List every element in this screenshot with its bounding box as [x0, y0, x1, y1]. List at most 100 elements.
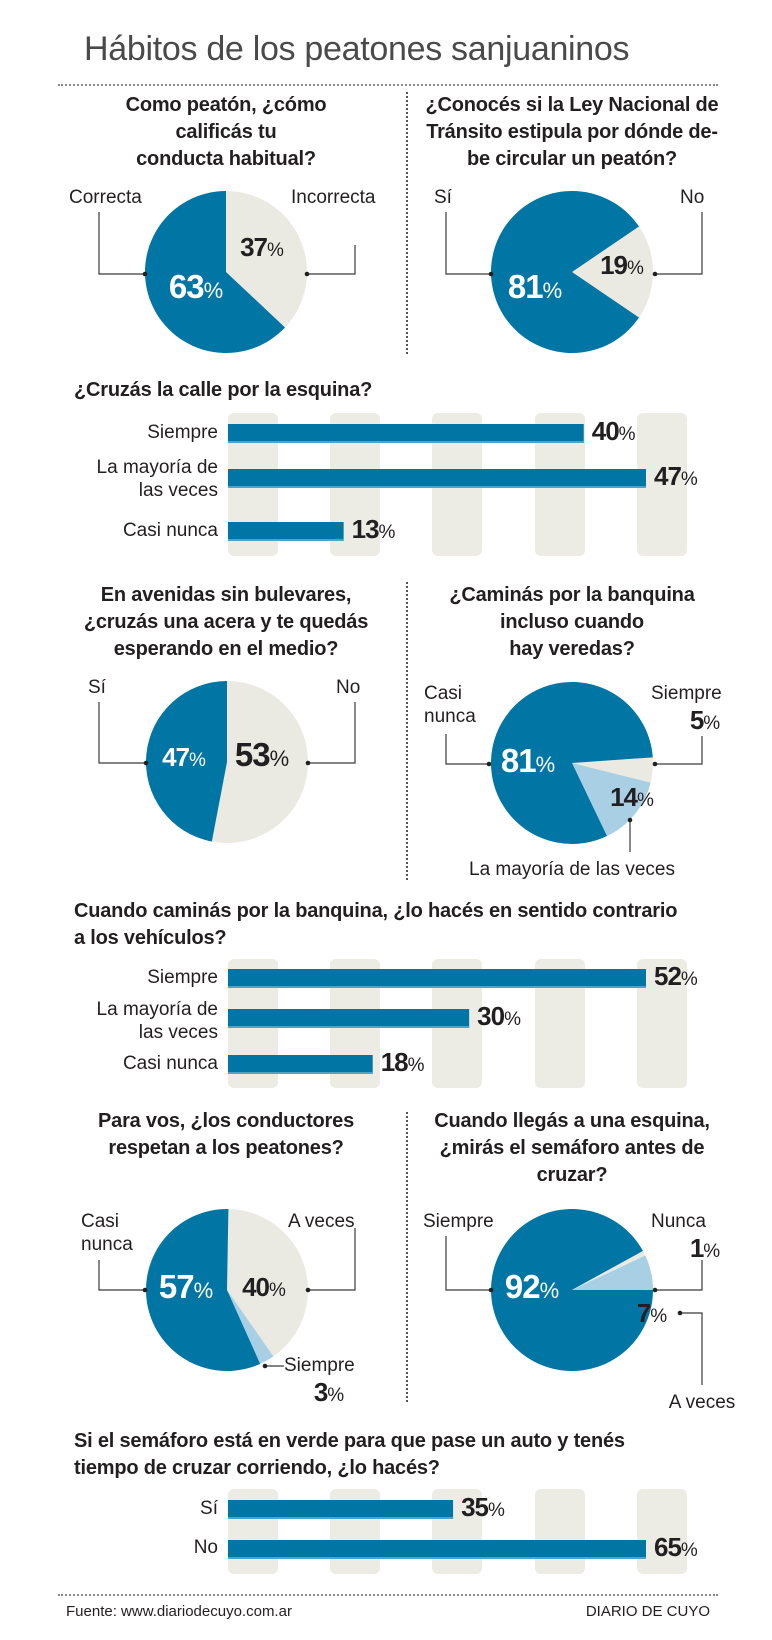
- q5-label-casi-nunca: Casi nunca: [424, 683, 476, 727]
- category-line: Sí: [200, 1498, 218, 1519]
- q8-a-veces-leader-line: [680, 1312, 703, 1385]
- q7-casi-nunca-leader-line: [98, 1260, 145, 1291]
- q8-siempre-leader-dot: [488, 1287, 494, 1293]
- q2-title-line: Tránsito estipula por dónde de-: [426, 121, 718, 143]
- q2-si-leader-dot: [488, 271, 494, 277]
- bar-chart-9-value: 65%: [654, 1532, 698, 1563]
- q2-title-line: ¿Conocés si la Ley Nacional de: [425, 94, 719, 116]
- category-line: La mayoría de: [96, 457, 218, 478]
- pct-value: 5: [689, 705, 705, 735]
- q4-label-no: No: [336, 677, 361, 698]
- q8-nunca-leader-line: [655, 1260, 703, 1291]
- q5-casi-nunca-leader-line: [445, 734, 489, 765]
- pct-sign: %: [618, 424, 636, 445]
- q1-value-correcta: 63%: [169, 268, 223, 306]
- q8-label-a-veces: A veces: [668, 1392, 736, 1413]
- q5-siempre-leader-line: [655, 736, 703, 765]
- bar-chart-9-bar: [228, 1500, 454, 1519]
- q8-value-a-veces: 7%: [637, 1298, 667, 1329]
- pct-sign: %: [327, 1385, 345, 1406]
- q8-title: Cuando llegás a una esquina, ¿mirás el s…: [414, 1108, 730, 1189]
- bar-chart-9-gridcolumn: [535, 1489, 585, 1574]
- q2-pie-slice-s-: [491, 191, 639, 353]
- q1-correcta-leader-line: [98, 212, 145, 275]
- category-line: La mayoría de: [96, 999, 218, 1020]
- pct-value: 65: [654, 1532, 682, 1562]
- q7-value-a-veces: 40%: [242, 1272, 286, 1303]
- q1-correcta-leader-dot: [142, 271, 148, 277]
- q7-title-line: Para vos, ¿los conductores: [98, 1110, 354, 1132]
- bar-chart-3-bar-highlight: [228, 539, 344, 541]
- bar-chart-9-bar: [228, 1540, 646, 1559]
- q8-value-nunca: 1%: [690, 1233, 720, 1264]
- q8-nunca-leader-dot: [652, 1287, 658, 1293]
- pct-value: 13: [351, 514, 380, 544]
- q4-pie-slice-no: [211, 681, 309, 844]
- q4-title: En avenidas sin bulevares, ¿cruzás una a…: [66, 582, 386, 663]
- q4-no-leader-line: [308, 702, 356, 764]
- q6-title-line: Cuando caminás por la banquina, ¿lo hacé…: [74, 900, 678, 922]
- q4-si-leader-line: [98, 702, 146, 764]
- bar-chart-6-gridcolumn: [535, 959, 585, 1088]
- q8-label-siempre: Siempre: [423, 1211, 494, 1232]
- q8-title-line: ¿mirás el semáforo antes de: [439, 1137, 705, 1159]
- bar-chart-3-bar-highlight: [228, 486, 646, 488]
- bar-chart-6-bar: [228, 1055, 373, 1074]
- bar-chart-3-value: 40%: [592, 416, 636, 447]
- bar-chart-6-value: 30%: [477, 1001, 521, 1032]
- bar-chart-3-category: Siempre: [147, 421, 218, 444]
- bar-chart-9-gridcolumn: [637, 1489, 687, 1574]
- category-line: las veces: [138, 1022, 218, 1043]
- q7-siempre-leader-dot: [262, 1363, 268, 1369]
- pct-value: 35: [461, 1492, 489, 1522]
- q5-title-line: hay veredas?: [509, 638, 635, 660]
- q4-value-si: 47%: [162, 742, 206, 773]
- q8-title-line: cruzar?: [536, 1164, 608, 1186]
- pct-sign: %: [542, 278, 563, 303]
- q5-pie-slice-la-mayor-a-de-las-veces: [572, 763, 651, 837]
- q4-pie-slice-s-: [146, 681, 227, 842]
- q5-pie-slice-siempre: [572, 757, 653, 783]
- bar-chart-6-category: La mayoría de las veces: [97, 998, 218, 1044]
- pct-sign: %: [269, 1280, 286, 1301]
- pct-sign: %: [680, 969, 698, 990]
- q5-value-casi-nunca: 81%: [501, 742, 555, 780]
- q5-pie-slice-casi-nunca: [491, 682, 653, 845]
- q1-pie-slice-incorrecta: [226, 191, 307, 328]
- q2-pie-slice-no: [572, 226, 654, 318]
- q1-label-incorrecta: Incorrecta: [291, 187, 376, 208]
- pct-sign: %: [267, 240, 284, 261]
- q1-title-line: Como peatón, ¿cómo: [125, 94, 327, 116]
- q5-title: ¿Caminás por la banquina incluso cuando …: [414, 582, 730, 663]
- q7-pie-slice-a-veces: [227, 1209, 309, 1357]
- q2-label-si: Sí: [434, 187, 452, 208]
- bar-chart-3-gridcolumn: [637, 413, 687, 556]
- pct-value: 52: [654, 961, 682, 991]
- column-divider-3: [406, 1112, 408, 1402]
- q7-a-veces-leader-line: [308, 1228, 356, 1291]
- q2-value-si: 81%: [508, 268, 562, 306]
- bar-chart-6-category: Siempre: [147, 966, 218, 989]
- bar-chart-3-value: 47%: [654, 461, 698, 492]
- pct-value: 57: [158, 1268, 195, 1305]
- category-line: Casi nunca: [122, 520, 218, 541]
- q4-title-line: esperando en el medio?: [113, 638, 339, 660]
- pct-value: 47: [654, 461, 682, 491]
- category-line: Siempre: [147, 967, 218, 988]
- q9-title-line: tiempo de cruzar corriendo, ¿lo hacés?: [74, 1457, 440, 1479]
- pct-value: 19: [600, 250, 628, 280]
- pct-value: 47: [162, 742, 190, 772]
- q8-title-line: Cuando llegás a una esquina,: [434, 1110, 710, 1132]
- pct-sign: %: [487, 1500, 505, 1521]
- q2-title-line: be circular un peatón?: [466, 148, 678, 170]
- pct-value: 40: [242, 1272, 270, 1302]
- bar-chart-6-gridcolumn: [637, 959, 687, 1088]
- bar-chart-3-value: 13%: [352, 514, 396, 545]
- q8-pie-slice-nunca: [572, 1250, 646, 1290]
- pct-value: 53: [234, 736, 271, 773]
- q1-label-correcta: Correcta: [69, 187, 142, 208]
- q5-label-mayoria: La mayoría de las veces: [469, 859, 675, 880]
- bar-chart-6-value: 52%: [654, 961, 698, 992]
- q5-value-mayoria: 14%: [610, 782, 654, 813]
